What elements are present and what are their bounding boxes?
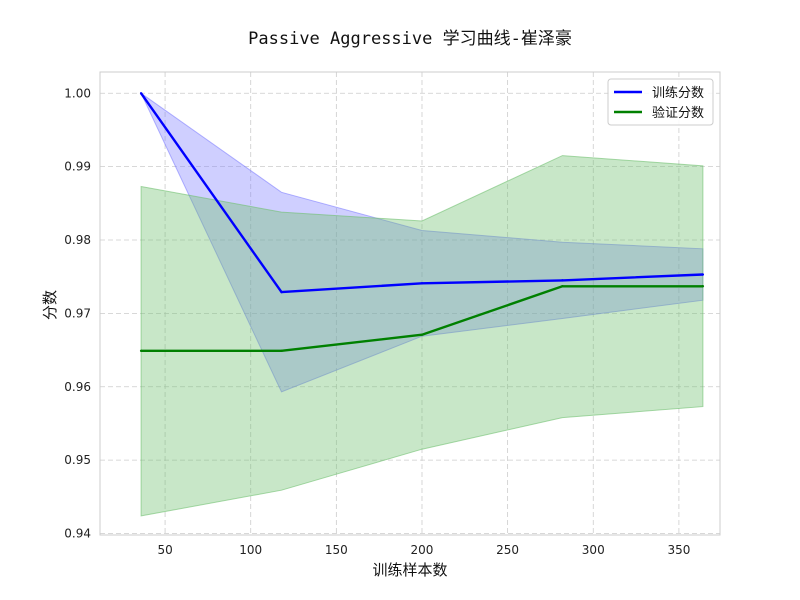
y-tick-label: 0.95 [64, 453, 91, 467]
data-point-train [139, 92, 143, 95]
data-point-train [701, 273, 705, 276]
data-point-train [280, 290, 283, 294]
y-tick-label: 0.97 [64, 306, 91, 320]
data-point-validation [701, 285, 705, 288]
y-tick-label: 1.00 [64, 86, 91, 100]
data-point-validation [561, 285, 564, 288]
legend-label-validation: 验证分数 [652, 105, 704, 121]
y-tick-label: 0.94 [64, 527, 91, 541]
y-tick-label: 0.99 [64, 160, 91, 174]
x-tick-label: 50 [157, 543, 172, 557]
axes-frame [99, 71, 721, 536]
y-tick-label: 0.98 [64, 233, 91, 247]
x-tick-label: 350 [667, 543, 690, 557]
x-tick-label: 150 [325, 543, 348, 557]
chart-title: Passive Aggressive 学习曲线-崔泽豪 [248, 28, 572, 49]
y-tick-label: 0.96 [64, 380, 91, 394]
plot-area: 50 100 150 200 250 300 350 0.94 0.95 0.96 0.97 0.98… [64, 71, 721, 557]
x-tick-label: 100 [239, 543, 262, 557]
legend-label-train: 训练分数 [652, 86, 704, 101]
plot-background [100, 72, 720, 535]
data-point-train [561, 279, 564, 282]
legend-box [607, 78, 714, 126]
x-tick-label: 250 [496, 543, 519, 557]
data-point-validation [420, 333, 424, 336]
y-axis-label: 分数 [41, 290, 59, 320]
data-point-validation [139, 349, 143, 353]
x-tick-label: 300 [582, 543, 605, 557]
data-point-train [420, 282, 424, 285]
x-tick-label: 200 [411, 543, 434, 557]
x-axis-label: 训练样本数 [372, 561, 447, 579]
data-point-validation [280, 349, 283, 353]
